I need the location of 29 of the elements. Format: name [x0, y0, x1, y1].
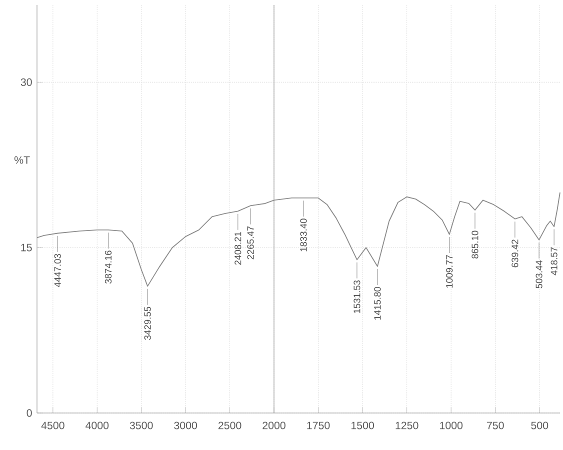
x-tick-label: 1000	[440, 422, 463, 430]
annotation: 1833.40	[300, 218, 307, 252]
annotation: 865.10	[472, 230, 478, 259]
x-tick-label: 2500	[218, 422, 242, 430]
x-tick-label: 500	[531, 422, 548, 430]
y-axis-title: %T	[14, 156, 30, 164]
x-tick-label: 3500	[130, 422, 153, 430]
annotation: 639.42	[512, 240, 518, 268]
y-tick-label: 0	[26, 409, 32, 417]
x-tick-label: 4500	[41, 422, 64, 430]
x-tick-label: 3000	[174, 422, 198, 430]
annotation: 1531.53	[354, 280, 360, 314]
annotation: 3429.55	[144, 306, 151, 340]
x-tick-label: 1500	[352, 422, 374, 430]
annotation: 3874.16	[104, 250, 112, 284]
annotation: 2408.21	[234, 232, 242, 265]
x-tick-label: 1250	[396, 422, 418, 430]
annotation: 1415.80	[374, 286, 381, 320]
annotation: 1009.77	[446, 255, 453, 288]
x-tick-label: 4000	[86, 422, 109, 430]
y-tick-label: 15	[21, 244, 32, 252]
annotation: 4447.03	[54, 254, 61, 288]
x-tick-label: 750	[487, 422, 504, 430]
y-tick-label: 30	[20, 78, 32, 86]
annotation: 418.57	[550, 247, 558, 276]
annotation: 2265.47	[247, 226, 254, 260]
annotation: 503.44	[536, 260, 542, 288]
x-tick-label: 1750	[307, 422, 330, 430]
x-tick-label: 2000	[262, 422, 286, 430]
